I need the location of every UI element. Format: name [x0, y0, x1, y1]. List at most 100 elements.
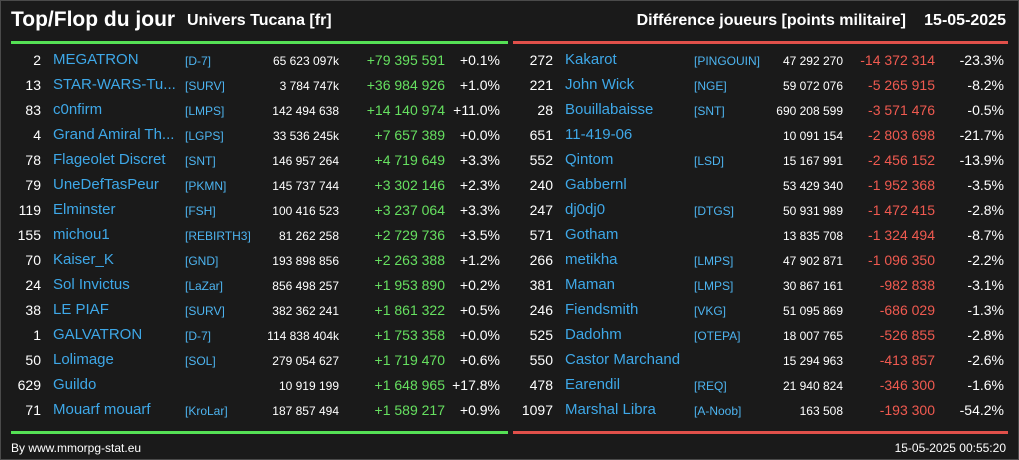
top-gainers-list: 2 MEGATRON [D-7] 65 623 097k +79 395 591 +0.1… — [11, 48, 508, 423]
points-difference: -3 571 476 — [868, 102, 935, 118]
player-name-link[interactable]: LE PIAF — [53, 301, 109, 318]
player-name-link[interactable]: Fiendsmith — [565, 301, 639, 318]
player-points: 193 898 856 — [272, 254, 339, 268]
player-name-link[interactable]: Grand Amiral Th... — [53, 126, 175, 143]
player-name-link[interactable]: Marshal Libra — [565, 401, 656, 418]
percent-change: +0.0% — [459, 127, 500, 143]
player-name-link[interactable]: Qintom — [565, 151, 614, 168]
alliance-tag-link[interactable]: [DTGS] — [694, 204, 735, 218]
player-points: 81 262 258 — [278, 229, 339, 243]
percent-change: -13.9% — [959, 152, 1004, 168]
player-name-link[interactable]: STAR-WARS-Tu... — [53, 76, 176, 93]
table-row: 83 c0nfirm [LMPS] 142 494 638 +14 140 974 +11… — [11, 98, 508, 123]
player-rank: 71 — [25, 402, 41, 418]
points-difference: -413 857 — [879, 352, 935, 368]
player-points: 3 784 747k — [279, 79, 339, 93]
player-name-link[interactable]: 11-419-06 — [565, 126, 633, 143]
alliance-tag-link[interactable]: [LaZar] — [185, 279, 224, 293]
player-name-link[interactable]: Gabbernl — [565, 176, 627, 193]
player-name-link[interactable]: Gotham — [565, 226, 619, 243]
player-name-link[interactable]: Dadohm — [565, 326, 622, 343]
player-name-link[interactable]: Lolimage — [53, 351, 114, 368]
alliance-tag-link[interactable]: [D-7] — [185, 329, 212, 343]
top-losers-list: 272 Kakarot [PINGOUIN] 47 292 270 -14 372 31… — [513, 48, 1008, 423]
points-difference: -193 300 — [879, 402, 935, 418]
player-rank: 240 — [529, 177, 553, 193]
percent-change: -2.8% — [967, 202, 1004, 218]
percent-change: +0.5% — [459, 302, 500, 318]
player-points: 47 292 270 — [782, 54, 843, 68]
player-rank: 1097 — [521, 402, 553, 418]
alliance-tag-link[interactable]: [PKMN] — [185, 179, 227, 193]
alliance-tag-link[interactable]: [SNT] — [694, 104, 725, 118]
alliance-tag-link[interactable]: [SNT] — [185, 154, 216, 168]
player-name-link[interactable]: Castor Marchand — [565, 351, 681, 368]
player-points: 279 054 627 — [272, 354, 339, 368]
table-row: 240 Gabbernl 53 429 340 -1 952 368 -3.5% — [513, 173, 1008, 198]
player-name-link[interactable]: Elminster — [53, 201, 116, 218]
table-row: 70 Kaiser_K [GND] 193 898 856 +2 263 388 +1.2… — [11, 248, 508, 273]
alliance-tag-link[interactable]: [OTEPA] — [694, 329, 741, 343]
percent-change: +0.0% — [459, 327, 500, 343]
percent-change: +1.0% — [459, 77, 500, 93]
player-name-link[interactable]: MEGATRON — [53, 51, 139, 68]
alliance-tag-link[interactable]: [SURV] — [185, 304, 225, 318]
header: Top/Flop du jour Univers Tucana [fr] Dif… — [1, 1, 1018, 41]
alliance-tag-link[interactable]: [LSD] — [694, 154, 725, 168]
player-points: 10 091 154 — [782, 129, 843, 143]
percent-change: -1.3% — [967, 302, 1004, 318]
alliance-tag-link[interactable]: [LGPS] — [185, 129, 224, 143]
percent-change: -8.2% — [967, 77, 1004, 93]
alliance-tag-link[interactable]: [REQ] — [694, 379, 727, 393]
player-name-link[interactable]: GALVATRON — [53, 326, 143, 343]
player-name-link[interactable]: John Wick — [565, 76, 635, 93]
player-name-link[interactable]: Kaiser_K — [53, 251, 114, 268]
table-row: 552 Qintom [LSD] 15 167 991 -2 456 152 -13.9% — [513, 148, 1008, 173]
percent-change: +11.0% — [453, 102, 500, 118]
player-name-link[interactable]: michou1 — [53, 226, 110, 243]
alliance-tag-link[interactable]: [REBIRTH3] — [185, 229, 251, 243]
alliance-tag-link[interactable]: [A-Noob] — [694, 404, 742, 418]
player-rank: 79 — [25, 177, 41, 193]
flop-divider — [513, 41, 1008, 44]
player-points: 33 536 245k — [272, 129, 339, 143]
alliance-tag-link[interactable]: [SOL] — [185, 354, 216, 368]
alliance-tag-link[interactable]: [LMPS] — [694, 254, 734, 268]
percent-change: +0.9% — [459, 402, 500, 418]
player-rank: 50 — [25, 352, 41, 368]
table-row: 71 Mouarf mouarf [KroLar] 187 857 494 +1 589… — [11, 398, 508, 423]
player-name-link[interactable]: Bouillabaisse — [565, 101, 654, 118]
points-difference: +2 729 736 — [374, 227, 445, 243]
player-name-link[interactable]: Maman — [565, 276, 616, 293]
table-row: 221 John Wick [NGE] 59 072 076 -5 265 915 -8.… — [513, 73, 1008, 98]
points-difference: +36 984 926 — [366, 77, 445, 93]
table-row: 24 Sol Invictus [LaZar] 856 498 257 +1 953 8… — [11, 273, 508, 298]
alliance-tag-link[interactable]: [PINGOUIN] — [694, 54, 761, 68]
player-name-link[interactable]: Earendil — [565, 376, 621, 393]
player-name-link[interactable]: Mouarf mouarf — [53, 401, 151, 418]
alliance-tag-link[interactable]: [GND] — [185, 254, 219, 268]
player-name-link[interactable]: dj0dj0 — [565, 201, 606, 218]
player-rank: 571 — [529, 227, 553, 243]
player-name-link[interactable]: Guildo — [53, 376, 97, 393]
alliance-tag-link[interactable]: [SURV] — [185, 79, 225, 93]
player-rank: 629 — [17, 377, 41, 393]
alliance-tag-link[interactable]: [FSH] — [185, 204, 216, 218]
player-name-link[interactable]: UneDefTasPeur — [53, 176, 159, 193]
player-name-link[interactable]: Flageolet Discret — [53, 151, 166, 168]
alliance-tag-link[interactable]: [KroLar] — [185, 404, 228, 418]
alliance-tag-link[interactable]: [D-7] — [185, 54, 212, 68]
alliance-tag-link[interactable]: [VKG] — [694, 304, 727, 318]
player-name-link[interactable]: Kakarot — [565, 51, 617, 68]
alliance-tag-link[interactable]: [NGE] — [694, 79, 727, 93]
player-name-link[interactable]: c0nfirm — [53, 101, 103, 118]
player-name-link[interactable]: metikha — [565, 251, 618, 268]
table-row: 247 dj0dj0 [DTGS] 50 931 989 -1 472 415 -2.8% — [513, 198, 1008, 223]
alliance-tag-link[interactable]: [LMPS] — [185, 104, 225, 118]
table-row: 629 Guildo 10 919 199 +1 648 965 +17.8% — [11, 373, 508, 398]
alliance-tag-link[interactable]: [LMPS] — [694, 279, 734, 293]
player-rank: 13 — [25, 77, 41, 93]
player-name-link[interactable]: Sol Invictus — [53, 276, 130, 293]
table-row: 78 Flageolet Discret [SNT] 146 957 264 +4 71… — [11, 148, 508, 173]
table-row: 272 Kakarot [PINGOUIN] 47 292 270 -14 372 31… — [513, 48, 1008, 73]
